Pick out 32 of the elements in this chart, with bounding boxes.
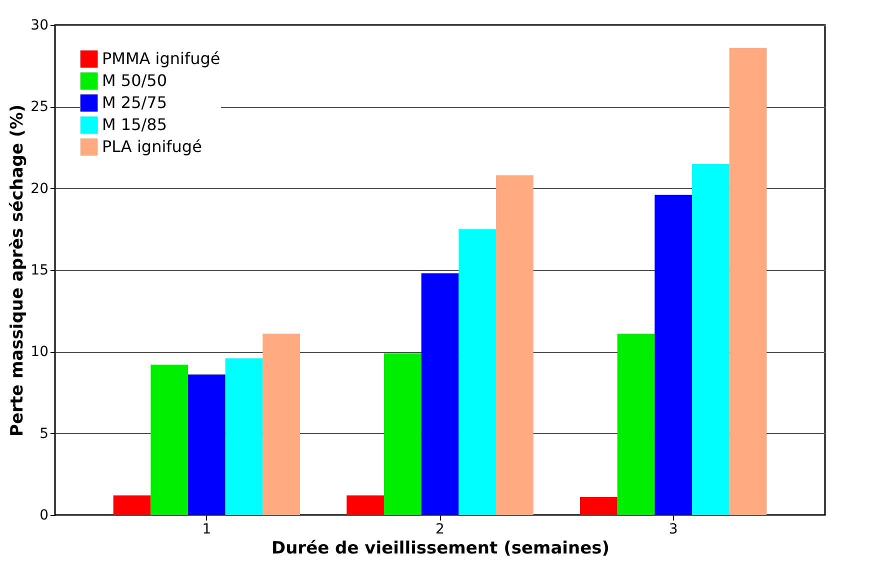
x-tick-label: 3 [668,522,678,538]
bar [458,229,496,515]
y-tick-label: 20 [30,180,48,197]
bar [225,358,263,515]
bar [384,353,422,515]
y-tick-label: 25 [30,99,48,116]
y-tick-label: 0 [40,508,48,524]
bar [692,164,730,515]
legend-label: M 25/75 [102,93,167,112]
x-tick-label: 1 [202,522,212,538]
legend-label: M 15/85 [102,115,167,134]
bar [580,497,618,515]
x-tick-label: 2 [436,522,444,538]
x-axis-title: Durée de vieillissement (semaines) [271,538,610,558]
bar [617,334,655,515]
bar [150,364,188,515]
y-tick-label: 10 [30,344,48,360]
bar [421,273,459,515]
y-tick-label: 15 [30,262,48,278]
y-tick-label: 5 [40,426,48,442]
bar [188,374,226,515]
y-axis-title: Perte massique après séchage (%) [8,104,28,436]
bar [113,495,151,515]
legend-label: PLA ignifugé [102,137,202,156]
bar [262,334,300,515]
bar [346,495,384,515]
y-tick-label: 30 [30,18,48,34]
bar [654,194,692,515]
bar [496,175,534,515]
legend-label: M 50/50 [102,71,167,90]
bar [729,48,767,515]
legend-label: PMMA ignifugé [102,49,220,68]
